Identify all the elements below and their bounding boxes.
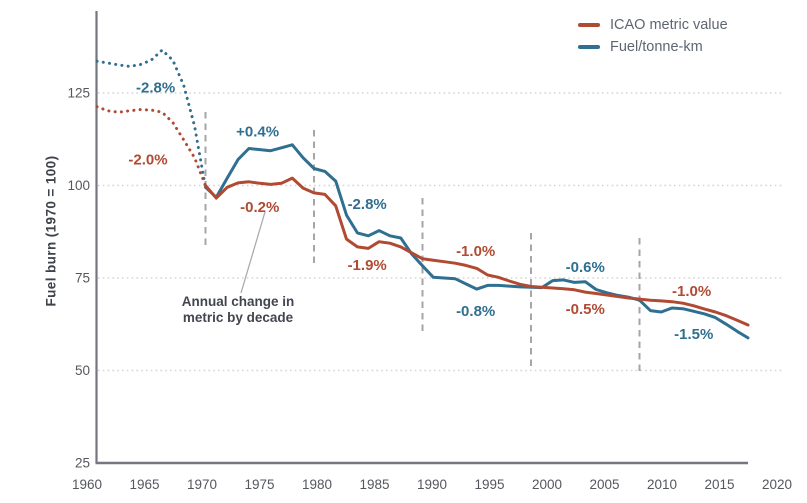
annotation-7-fuel: -0.8%: [456, 303, 495, 320]
y-axis-title: Fuel burn (1970 = 100): [43, 155, 59, 307]
annotation-3-icao: -0.2%: [240, 199, 279, 216]
legend-item-icao-metric-value: ICAO metric value: [578, 14, 728, 36]
x-tick-1980: 1980: [302, 477, 332, 492]
series-line-fuel-solid: [204, 143, 750, 340]
x-tick-2010: 2010: [647, 477, 677, 492]
y-tick-25: 25: [75, 456, 90, 471]
annotation-10-icao: -1.0%: [672, 283, 711, 300]
x-tick-2000: 2000: [532, 477, 562, 492]
x-tick-1970: 1970: [187, 477, 217, 492]
annotation-2-fuel: +0.4%: [236, 123, 279, 140]
series-line-icao-solid: [204, 176, 750, 327]
x-tick-2005: 2005: [589, 477, 619, 492]
annotation-0-fuel: -2.8%: [136, 79, 175, 96]
legend-swatch-icao: [578, 23, 600, 27]
x-tick-1965: 1965: [129, 477, 159, 492]
series-line-icao-dotted: [95, 105, 207, 187]
annotation-5-icao: -1.9%: [348, 257, 387, 274]
legend-label-icao: ICAO metric value: [610, 17, 728, 33]
x-tick-1960: 1960: [72, 477, 102, 492]
x-tick-1995: 1995: [474, 477, 504, 492]
y-tick-50: 50: [75, 363, 90, 378]
annotation-6-icao: -1.0%: [456, 243, 495, 260]
annotation-8-fuel: -0.6%: [566, 259, 605, 276]
series-line-fuel-dotted: [95, 48, 207, 189]
x-tick-2020: 2020: [762, 477, 792, 492]
legend-swatch-fuel: [578, 45, 600, 49]
legend: ICAO metric value Fuel/tonne-km: [578, 14, 728, 58]
y-tick-75: 75: [75, 271, 90, 286]
y-tick-100: 100: [67, 178, 90, 193]
annotation-9-icao: -0.5%: [566, 301, 605, 318]
note-pointer-line: [240, 211, 266, 294]
legend-item-fuel-tonne-km: Fuel/tonne-km: [578, 36, 728, 58]
x-tick-2015: 2015: [704, 477, 734, 492]
x-tick-1975: 1975: [244, 477, 274, 492]
annotation-11-fuel: -1.5%: [674, 326, 713, 343]
decade-note: Annual change in metric by decade: [181, 294, 295, 325]
x-tick-1985: 1985: [359, 477, 389, 492]
y-tick-125: 125: [67, 86, 90, 101]
annotation-4-fuel: -2.8%: [348, 196, 387, 213]
annotation-1-icao: -2.0%: [128, 152, 167, 169]
x-tick-1990: 1990: [417, 477, 447, 492]
legend-label-fuel: Fuel/tonne-km: [610, 39, 703, 55]
